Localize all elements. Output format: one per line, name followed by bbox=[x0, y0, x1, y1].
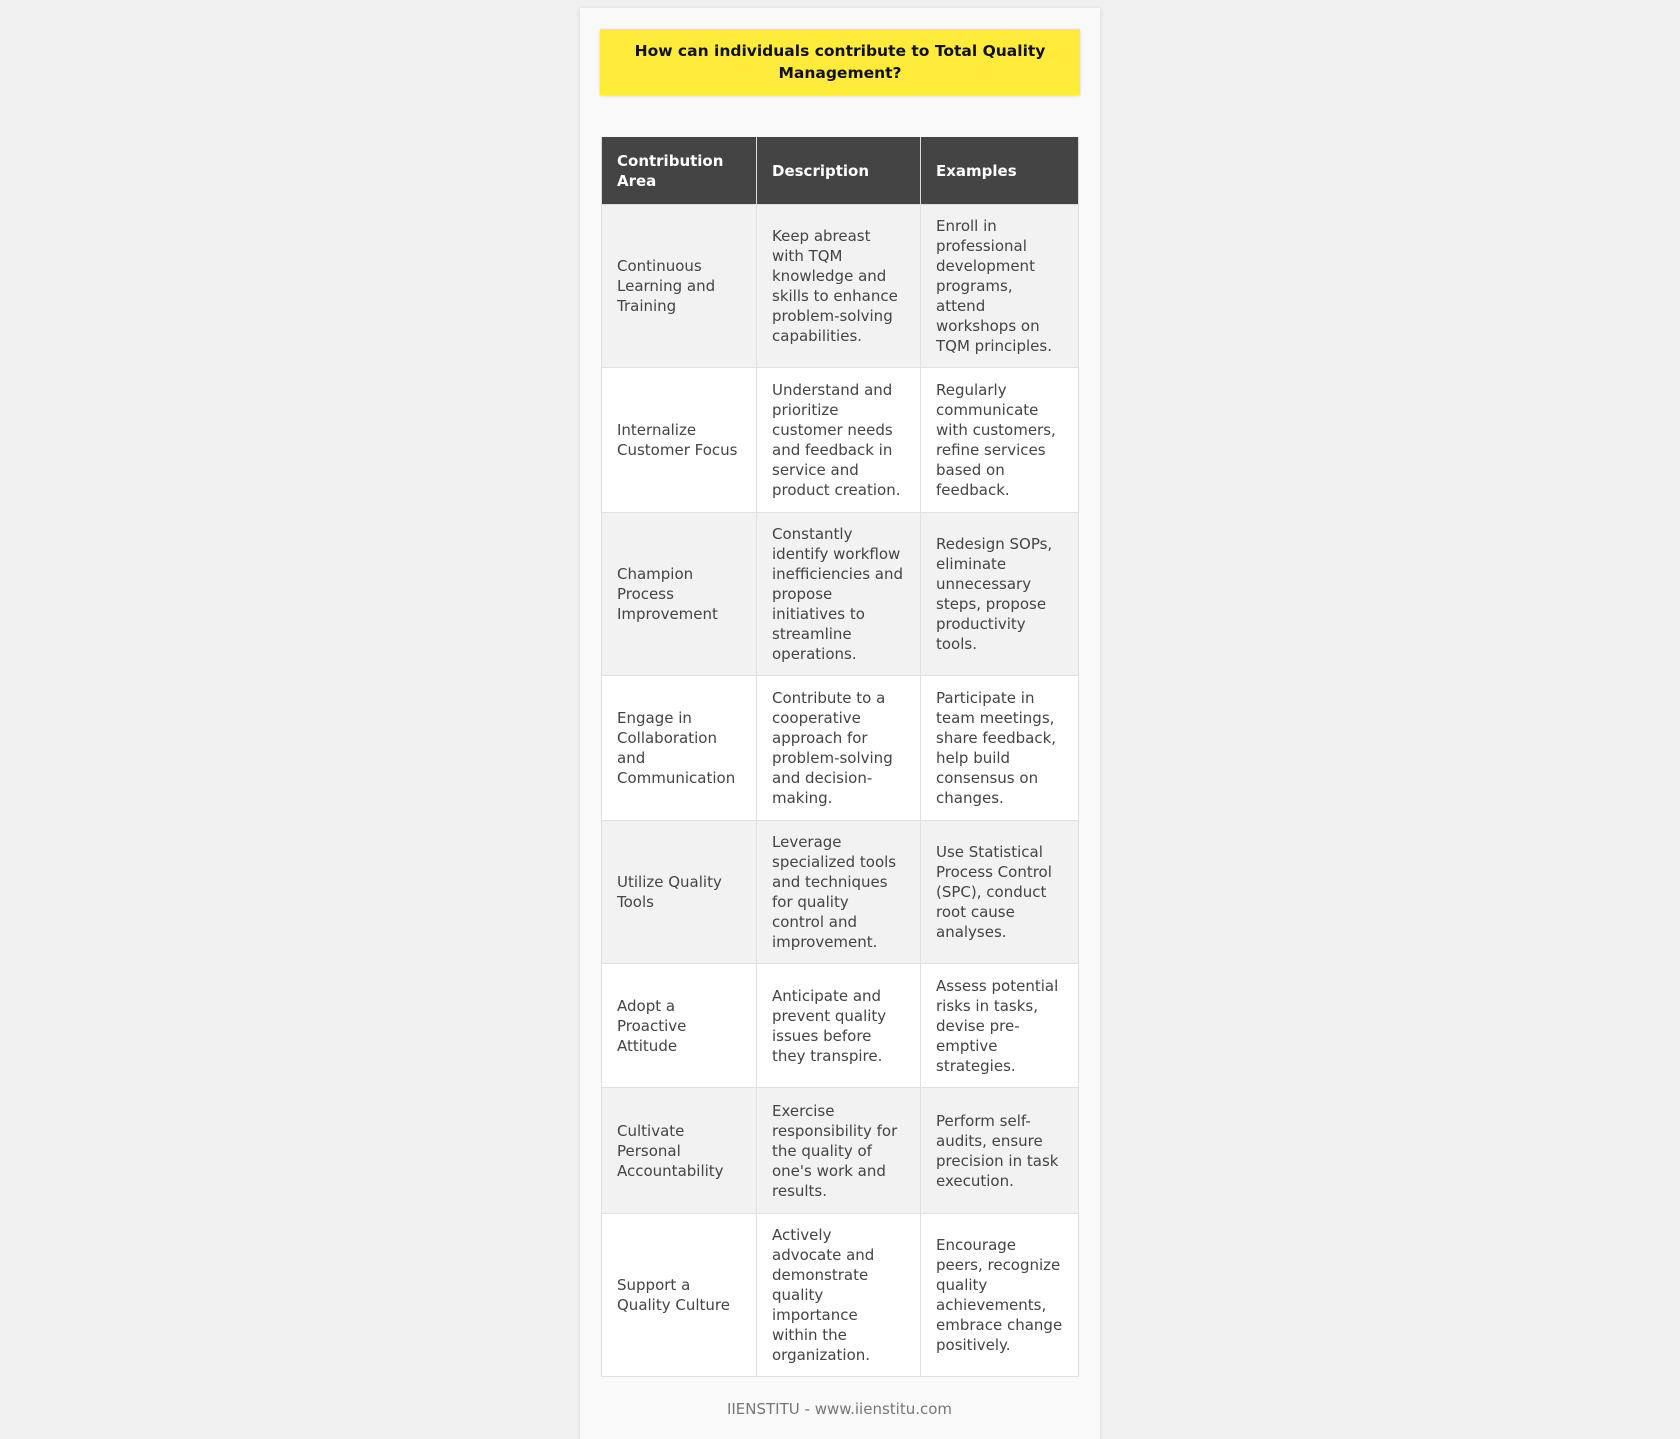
column-header: Description bbox=[756, 137, 921, 205]
content-card: How can individuals contribute to Total … bbox=[580, 8, 1100, 1439]
contribution-area-cell: Adopt a Proactive Attitude bbox=[601, 963, 757, 1088]
description-cell: Actively advocate and demonstrate qualit… bbox=[756, 1213, 921, 1377]
contribution-area-cell: Support a Quality Culture bbox=[601, 1213, 757, 1377]
description-cell: Exercise responsibility for the quality … bbox=[756, 1087, 921, 1214]
description-cell: Understand and prioritize customer needs… bbox=[756, 367, 921, 513]
table-row: Adopt a Proactive Attitude Anticipate and… bbox=[601, 963, 1079, 1088]
examples-cell: Use Statistical Process Control (SPC), c… bbox=[920, 820, 1079, 964]
examples-cell: Redesign SOPs, eliminate unnecessary ste… bbox=[920, 512, 1079, 676]
examples-cell: Enroll in professional development progr… bbox=[920, 204, 1079, 368]
table-row: Continuous Learning and Training Keep abr… bbox=[601, 204, 1079, 368]
description-cell: Constantly identify workflow inefficienc… bbox=[756, 512, 921, 676]
contribution-area-cell: Utilize Quality Tools bbox=[601, 820, 757, 964]
table-row: Engage in Collaboration and Communicatio… bbox=[601, 675, 1079, 821]
contribution-area-cell: Cultivate Personal Accountability bbox=[601, 1087, 757, 1214]
table-header-row: Contribution Area Description Examples bbox=[601, 137, 1079, 205]
description-cell: Leverage specialized tools and technique… bbox=[756, 820, 921, 964]
description-cell: Contribute to a cooperative approach for… bbox=[756, 675, 921, 821]
table-row: Internalize Customer Focus Understand and… bbox=[601, 367, 1079, 513]
contribution-area-cell: Engage in Collaboration and Communicatio… bbox=[601, 675, 757, 821]
contribution-area-cell: Continuous Learning and Training bbox=[601, 204, 757, 368]
column-header: Contribution Area bbox=[601, 137, 757, 205]
examples-cell: Regularly communicate with customers, re… bbox=[920, 367, 1079, 513]
column-header: Examples bbox=[920, 137, 1079, 205]
table-row: Utilize Quality Tools Leverage specialize… bbox=[601, 820, 1079, 964]
examples-cell: Participate in team meetings, share feed… bbox=[920, 675, 1079, 821]
contribution-table: Contribution Area Description Examples C… bbox=[601, 137, 1079, 1377]
page-title: How can individuals contribute to Total … bbox=[600, 29, 1080, 95]
contribution-area-cell: Internalize Customer Focus bbox=[601, 367, 757, 513]
description-cell: Anticipate and prevent quality issues be… bbox=[756, 963, 921, 1088]
examples-cell: Encourage peers, recognize quality achie… bbox=[920, 1213, 1079, 1377]
footer-credit: IIENSTITU - www.iienstitu.com bbox=[726, 1400, 953, 1418]
examples-cell: Perform self-audits, ensure precision in… bbox=[920, 1087, 1079, 1214]
table-row: Cultivate Personal Accountability Exercis… bbox=[601, 1087, 1079, 1214]
table-row: Champion Process Improvement Constantly i… bbox=[601, 512, 1079, 676]
examples-cell: Assess potential risks in tasks, devise … bbox=[920, 963, 1079, 1088]
description-cell: Keep abreast with TQM knowledge and skil… bbox=[756, 204, 921, 368]
table-row: Support a Quality Culture Actively advoca… bbox=[601, 1213, 1079, 1377]
contribution-area-cell: Champion Process Improvement bbox=[601, 512, 757, 676]
